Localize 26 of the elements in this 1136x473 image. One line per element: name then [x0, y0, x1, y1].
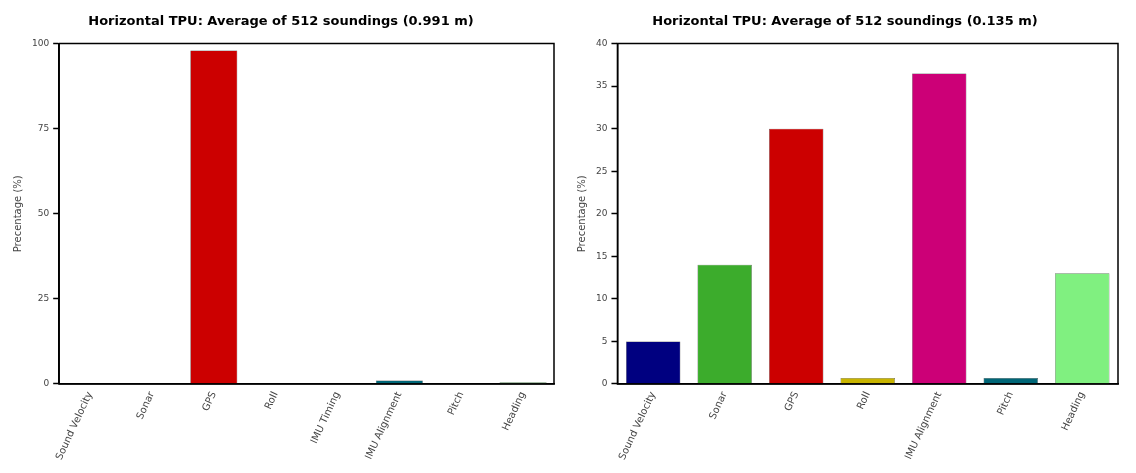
chart-title: Horizontal TPU: Average of 512 soundings (0.991 m) — [88, 13, 474, 29]
y-tick-label: 0 — [43, 378, 50, 389]
x-tick-label: Pitch — [445, 389, 466, 417]
y-tick-label: 35 — [596, 80, 608, 91]
y-tick-label: 100 — [31, 37, 50, 48]
y-tick-label: 10 — [596, 293, 608, 304]
y-tick-label: 15 — [596, 250, 608, 261]
x-tick-label: Roll — [262, 389, 280, 411]
y-tick-label: 25 — [596, 165, 608, 176]
y-axis-title: Precentage (%) — [575, 175, 587, 253]
x-tick-label: GPS — [781, 389, 801, 413]
x-tick-label: Pitch — [994, 389, 1015, 417]
x-tick-label: GPS — [199, 389, 218, 413]
y-tick-label: 50 — [37, 208, 50, 219]
x-tick-label: Roll — [854, 389, 872, 411]
y-tick-label: 0 — [601, 378, 608, 389]
y-axis-title: Precentage (%) — [11, 175, 23, 253]
y-tick-label: 75 — [37, 123, 50, 134]
y-tick-label: 40 — [596, 37, 608, 48]
y-tick-label: 25 — [37, 293, 50, 304]
y-tick-label: 20 — [596, 208, 608, 219]
y-tick-label: 30 — [596, 123, 608, 134]
x-tick-label: Sonar — [133, 388, 157, 421]
y-tick-label: 5 — [601, 335, 608, 346]
chart-title: Horizontal TPU: Average of 512 soundings (0.135 m) — [652, 13, 1038, 29]
x-tick-label: Sonar — [706, 388, 730, 421]
